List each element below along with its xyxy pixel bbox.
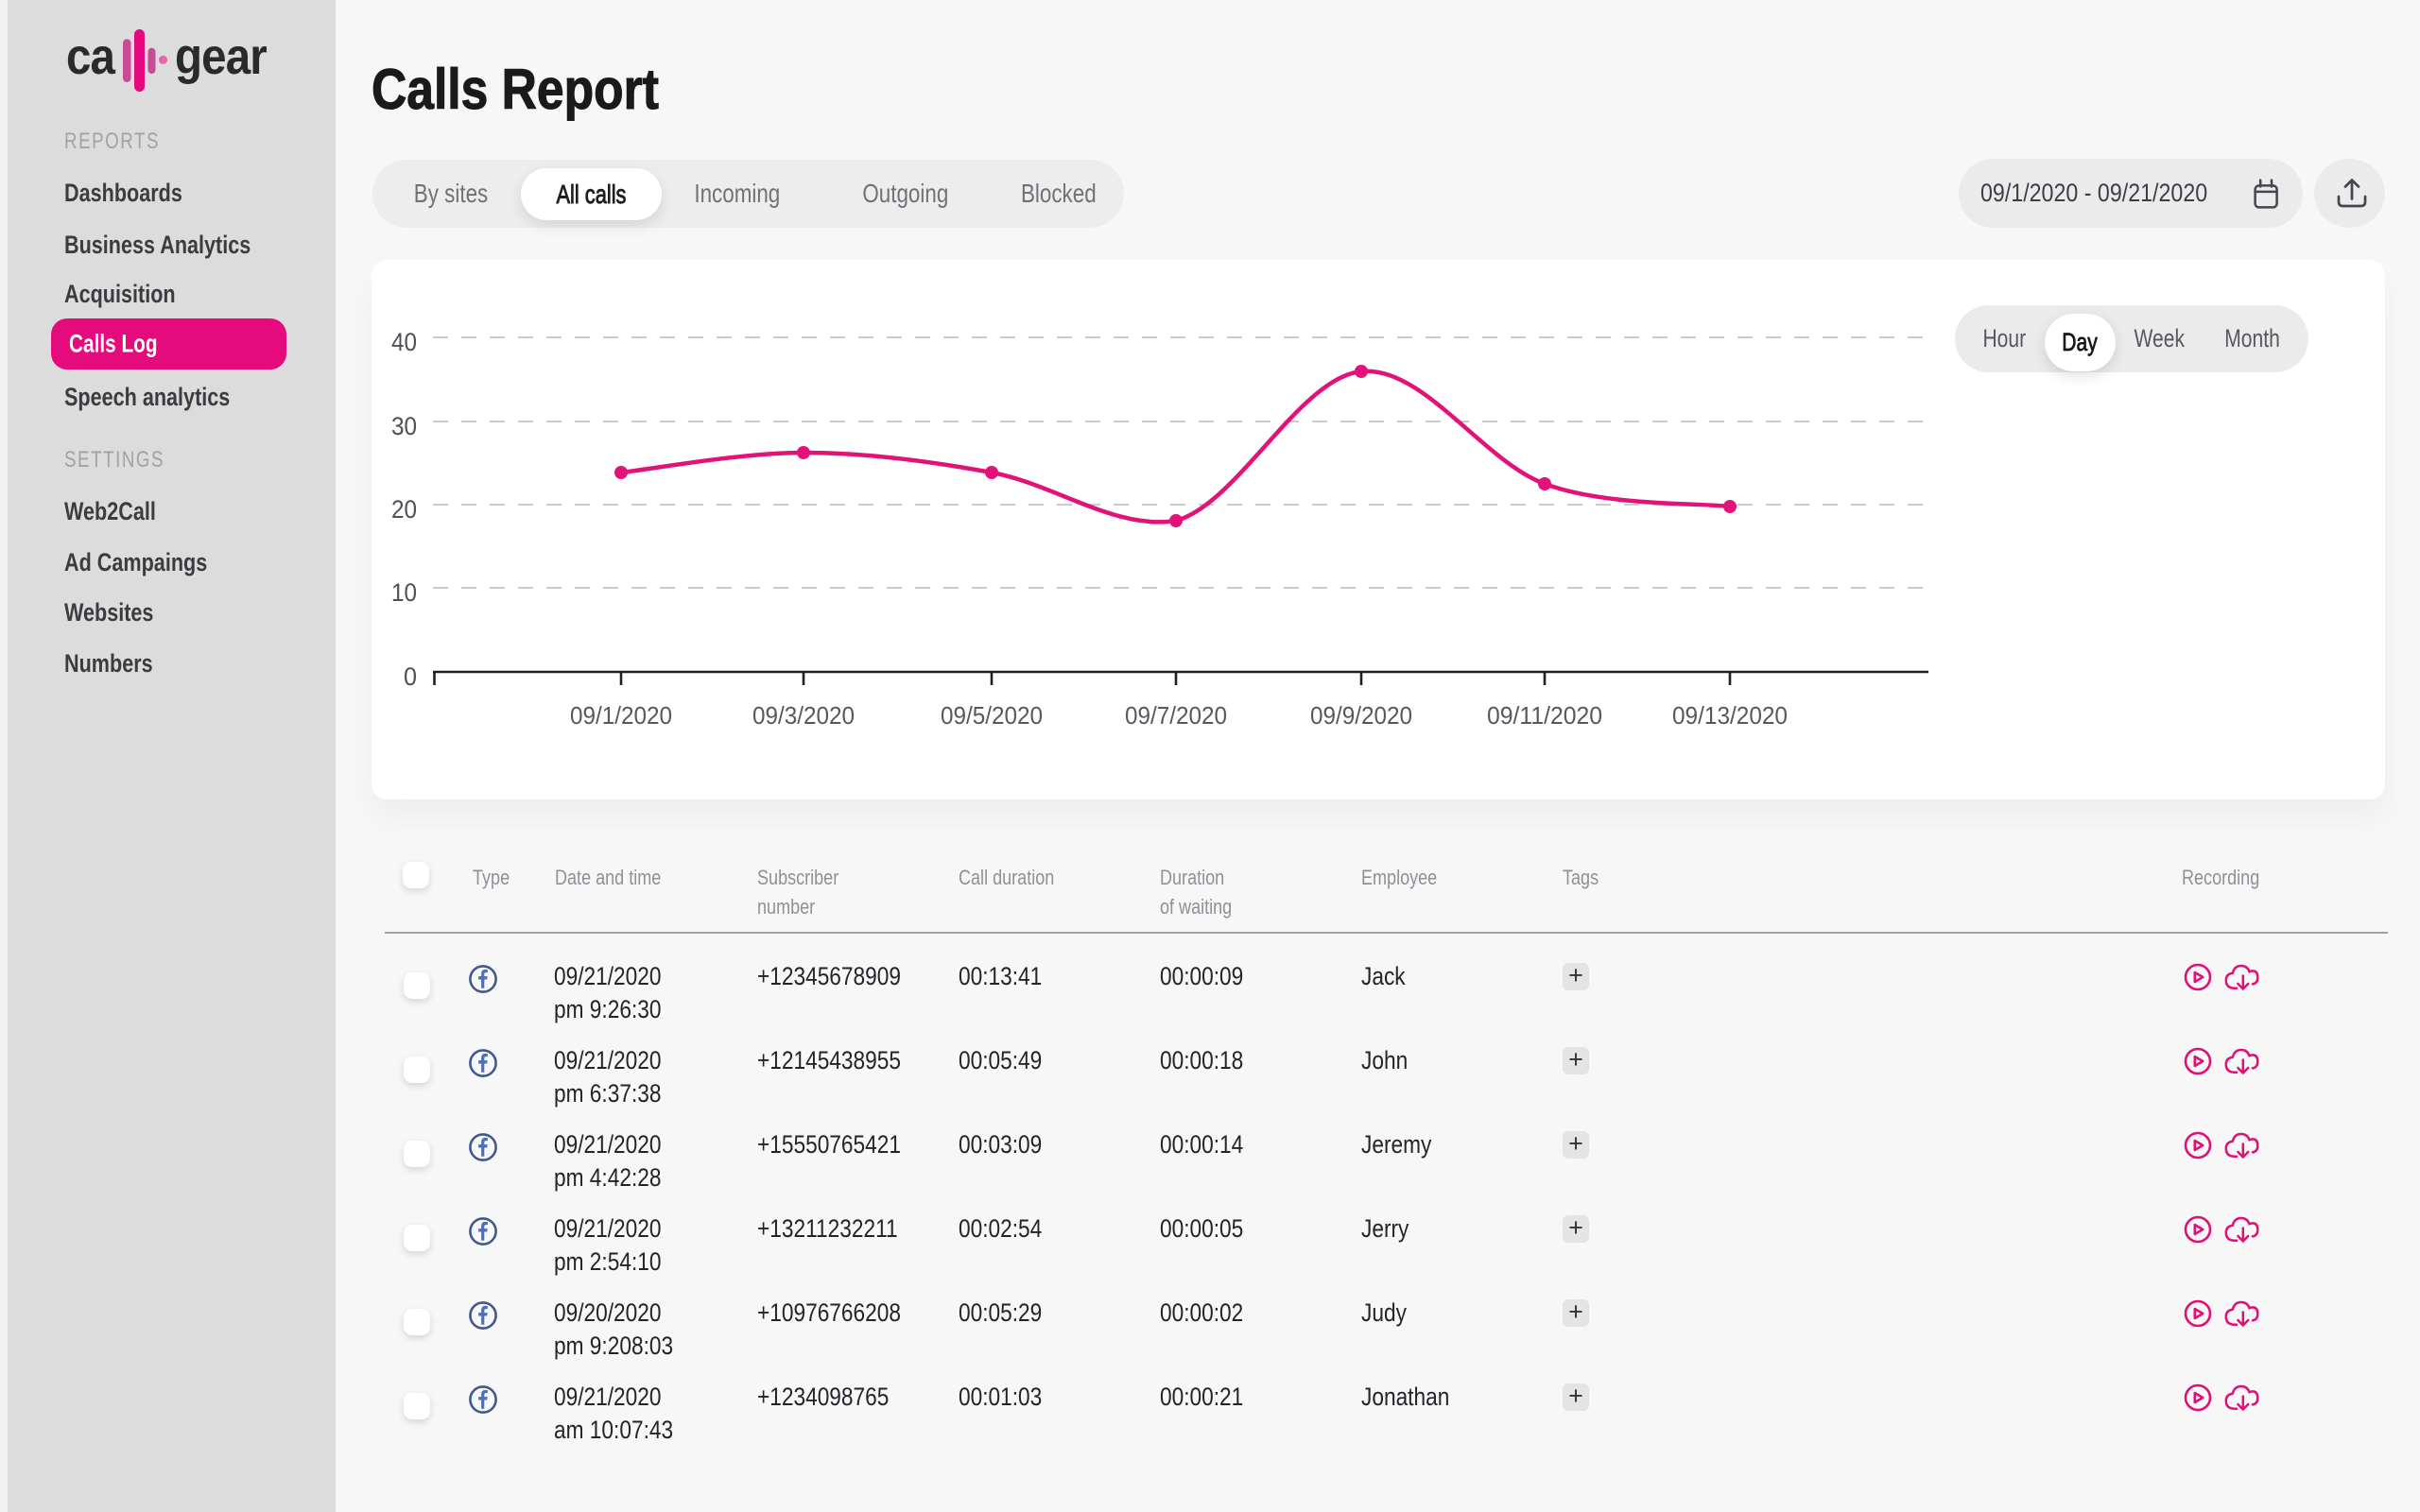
svg-text:09/11/2020: 09/11/2020 — [1487, 701, 1602, 730]
svg-text:10: 10 — [391, 578, 417, 607]
svg-text:09/13/2020: 09/13/2020 — [1672, 701, 1788, 730]
svg-text:09/9/2020: 09/9/2020 — [1310, 701, 1412, 730]
svg-text:09/3/2020: 09/3/2020 — [752, 701, 855, 730]
svg-text:09/1/2020: 09/1/2020 — [570, 701, 672, 730]
svg-text:0: 0 — [404, 662, 417, 691]
svg-text:09/7/2020: 09/7/2020 — [1125, 701, 1227, 730]
svg-text:40: 40 — [391, 328, 417, 356]
svg-text:20: 20 — [391, 495, 417, 524]
svg-text:09/5/2020: 09/5/2020 — [941, 701, 1043, 730]
svg-text:30: 30 — [391, 412, 417, 440]
